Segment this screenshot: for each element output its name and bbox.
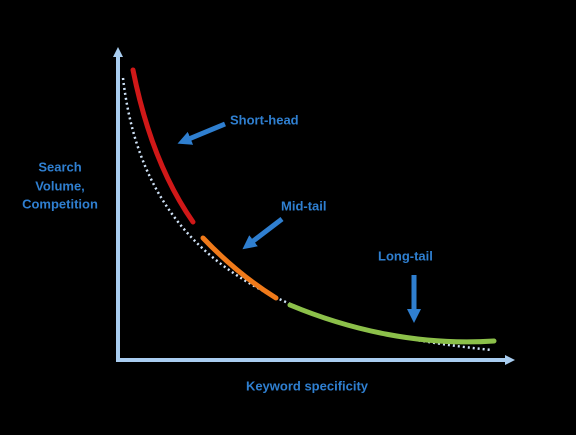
short-head-arrow bbox=[177, 121, 226, 145]
y-axis-label: Volume, bbox=[35, 178, 85, 193]
x-axis-label: Keyword specificity bbox=[246, 378, 369, 393]
segment-label: Mid-tail bbox=[281, 198, 327, 213]
y-axis-label: Competition bbox=[22, 196, 98, 211]
segment-label: Short-head bbox=[230, 112, 299, 127]
long-tail-segment bbox=[287, 302, 497, 345]
mid-tail-arrow bbox=[242, 217, 284, 250]
short-head-segment bbox=[130, 67, 196, 225]
y-axis-label: Search bbox=[38, 159, 81, 174]
mid-tail-segment bbox=[200, 235, 279, 301]
segment-label: Long-tail bbox=[378, 248, 433, 263]
